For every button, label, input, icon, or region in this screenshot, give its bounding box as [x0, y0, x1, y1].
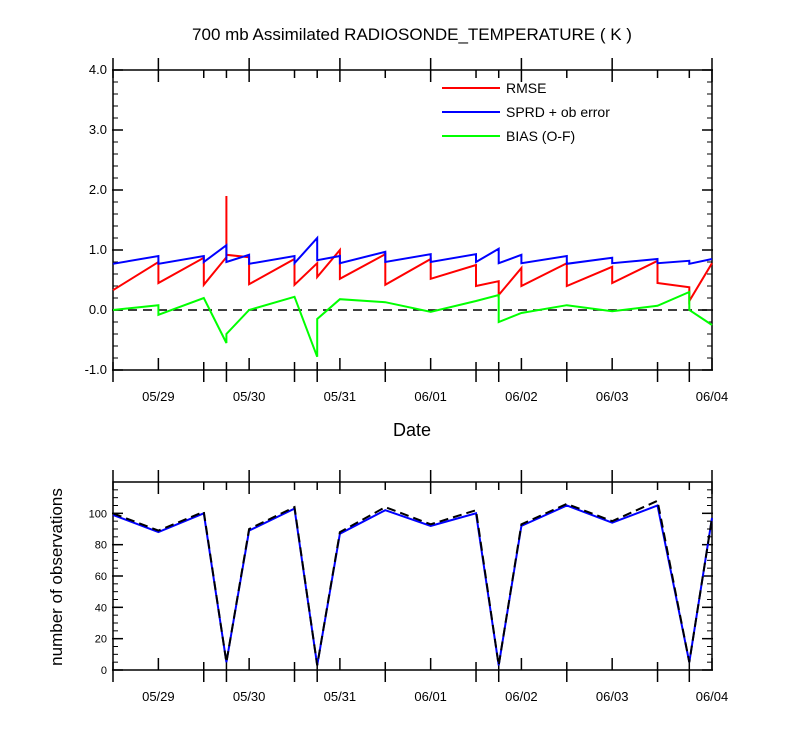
y-tick-label: 0: [101, 665, 107, 677]
y-tick-label: 40: [95, 602, 107, 614]
x-tick-label: 06/04: [696, 689, 729, 704]
y-axis-label: number of observations: [47, 488, 66, 666]
x-tick-label: 06/04: [696, 389, 729, 404]
legend-label: SPRD + ob error: [506, 104, 610, 120]
x-tick-label: 05/31: [324, 389, 357, 404]
x-tick-label: 06/03: [596, 689, 629, 704]
y-tick-label: 20: [95, 634, 107, 646]
x-axis-label: Date: [393, 420, 431, 440]
x-tick-label: 06/01: [414, 389, 447, 404]
x-tick-label: 05/29: [142, 389, 175, 404]
y-tick-label: 0.0: [89, 302, 107, 317]
x-tick-label: 05/31: [324, 689, 357, 704]
series-line-assimilated: [112, 504, 713, 666]
series-line-possible: [112, 499, 713, 666]
x-tick-label: 05/30: [233, 689, 266, 704]
series-line-bias-o-f: [112, 290, 713, 358]
y-tick-label: 60: [95, 571, 107, 583]
y-tick-label: -1.0: [85, 362, 107, 377]
y-tick-label: 3.0: [89, 122, 107, 137]
observations-panel: 0 20 40 60 80 100 05/29 05/30 05/31 06/01 06/02 06/…: [89, 470, 729, 704]
series-line-rmse: [112, 196, 713, 305]
x-tick-label: 06/02: [505, 389, 538, 404]
y-tick-label: 100: [89, 508, 107, 520]
legend-label: BIAS (O-F): [506, 128, 575, 144]
chart-title: 700 mb Assimilated RADIOSONDE_TEMPERATUR…: [192, 25, 632, 44]
x-tick-label: 05/30: [233, 389, 266, 404]
series-line-sprd-ob-error: [112, 235, 713, 266]
x-tick-label: 05/29: [142, 689, 175, 704]
rmse-panel: -1.0 0.0 1.0 2.0 3.0 4.0 05/29 05/30 05/31 06/01 0…: [85, 58, 729, 404]
plot-frame: [112, 69, 713, 371]
x-tick-label: 06/01: [414, 689, 447, 704]
y-tick-label: 4.0: [89, 62, 107, 77]
x-tick-label: 06/03: [596, 389, 629, 404]
legend-label: RMSE: [506, 80, 546, 96]
y-tick-label: 2.0: [89, 182, 107, 197]
y-tick-label: 80: [95, 540, 107, 552]
x-tick-label: 06/02: [505, 689, 538, 704]
plot-frame: [112, 481, 713, 671]
y-tick-label: 1.0: [89, 242, 107, 257]
